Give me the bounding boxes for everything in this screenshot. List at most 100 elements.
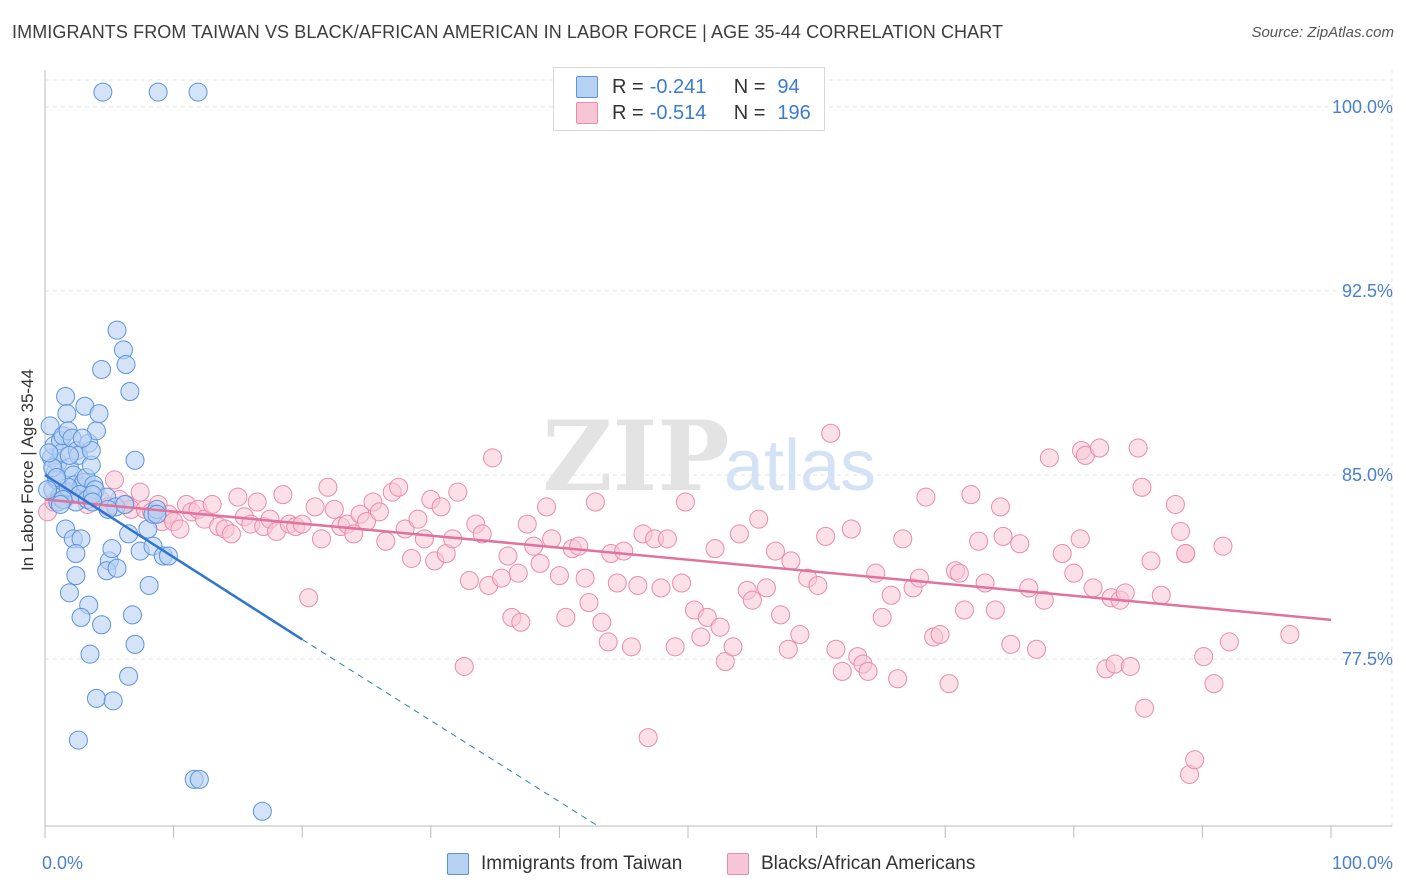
data-point-blacks bbox=[990, 497, 1010, 517]
data-point-taiwan bbox=[39, 443, 59, 463]
data-point-blacks bbox=[389, 477, 409, 497]
data-point-blacks bbox=[858, 661, 878, 681]
data-point-blacks bbox=[778, 639, 798, 659]
data-point-blacks bbox=[498, 546, 518, 566]
data-point-blacks bbox=[585, 492, 605, 512]
watermark-atlas: atlas bbox=[724, 426, 876, 506]
legend-swatch-blacks bbox=[576, 102, 598, 124]
data-point-taiwan bbox=[102, 539, 122, 559]
data-point-taiwan bbox=[119, 666, 139, 686]
series-blacks-points bbox=[38, 423, 1300, 784]
data-point-blacks bbox=[1151, 585, 1171, 605]
legend-label-taiwan: Immigrants from Taiwan bbox=[481, 853, 683, 874]
data-point-blacks bbox=[961, 485, 981, 505]
data-point-blacks bbox=[607, 573, 627, 593]
data-point-taiwan bbox=[59, 445, 79, 465]
data-point-taiwan bbox=[125, 450, 145, 470]
data-point-blacks bbox=[1052, 544, 1072, 564]
data-point-blacks bbox=[993, 526, 1013, 546]
trendline-taiwan-extension bbox=[301, 639, 599, 827]
legend-swatch-taiwan bbox=[447, 853, 469, 875]
data-point-blacks bbox=[821, 423, 841, 443]
data-point-blacks bbox=[969, 531, 989, 551]
legend-item-taiwan[interactable]: Immigrants from Taiwan bbox=[447, 851, 682, 877]
data-point-taiwan bbox=[86, 688, 106, 708]
data-point-taiwan bbox=[107, 320, 127, 340]
data-point-blacks bbox=[1019, 578, 1039, 598]
data-point-blacks bbox=[841, 519, 861, 539]
data-point-blacks bbox=[408, 509, 428, 529]
data-point-blacks bbox=[1083, 578, 1103, 598]
data-point-blacks bbox=[592, 612, 612, 632]
data-point-taiwan bbox=[189, 769, 209, 789]
data-point-blacks bbox=[1165, 494, 1185, 514]
data-point-blacks bbox=[1001, 634, 1021, 654]
data-point-taiwan bbox=[66, 566, 86, 586]
data-point-blacks bbox=[1280, 625, 1300, 645]
data-point-blacks bbox=[808, 575, 828, 595]
data-point-blacks bbox=[665, 637, 685, 657]
data-point-blacks bbox=[949, 563, 969, 583]
data-point-taiwan bbox=[93, 82, 113, 102]
data-point-blacks bbox=[130, 482, 150, 502]
data-point-blacks bbox=[1010, 534, 1030, 554]
data-point-blacks bbox=[311, 529, 331, 549]
data-point-taiwan bbox=[115, 494, 135, 514]
data-point-blacks bbox=[742, 590, 762, 610]
data-point-blacks bbox=[104, 470, 124, 490]
data-point-blacks bbox=[414, 529, 434, 549]
x-tick-label-max: 100.0% bbox=[1332, 853, 1393, 873]
data-point-taiwan bbox=[116, 355, 136, 375]
data-point-blacks bbox=[530, 553, 550, 573]
legend-n-label: N = bbox=[733, 101, 766, 124]
data-point-blacks bbox=[511, 612, 531, 632]
data-point-blacks bbox=[273, 485, 293, 505]
legend-item-blacks[interactable]: Blacks/African Americans bbox=[727, 851, 975, 877]
y-axis-label: In Labor Force | Age 35-44 bbox=[18, 369, 37, 571]
data-point-taiwan bbox=[188, 82, 208, 102]
data-point-blacks bbox=[651, 578, 671, 598]
data-point-blacks bbox=[638, 728, 658, 748]
data-point-blacks bbox=[1176, 544, 1196, 564]
data-point-blacks bbox=[675, 492, 695, 512]
data-point-blacks bbox=[1185, 750, 1205, 770]
data-point-taiwan bbox=[107, 558, 127, 578]
data-point-blacks bbox=[749, 509, 769, 529]
data-point-blacks bbox=[710, 617, 730, 637]
data-point-blacks bbox=[756, 578, 776, 598]
data-point-blacks bbox=[729, 524, 749, 544]
data-point-taiwan bbox=[66, 544, 86, 564]
data-point-blacks bbox=[1070, 529, 1090, 549]
data-point-blacks bbox=[697, 607, 717, 627]
data-point-blacks bbox=[305, 497, 325, 517]
data-point-blacks bbox=[832, 661, 852, 681]
data-point-blacks bbox=[483, 448, 503, 468]
data-point-taiwan bbox=[120, 382, 140, 402]
data-point-blacks bbox=[508, 563, 528, 583]
data-point-blacks bbox=[431, 497, 451, 517]
data-point-blacks bbox=[1132, 477, 1152, 497]
data-point-blacks bbox=[369, 502, 389, 522]
data-point-blacks bbox=[1204, 674, 1224, 694]
data-point-taiwan bbox=[71, 607, 91, 627]
data-point-blacks bbox=[1213, 536, 1233, 556]
data-point-blacks bbox=[723, 637, 743, 657]
data-point-blacks bbox=[1141, 551, 1161, 571]
data-point-blacks bbox=[1039, 448, 1059, 468]
legend-r-label: R = bbox=[612, 75, 644, 98]
data-point-blacks bbox=[765, 541, 785, 561]
data-point-taiwan bbox=[72, 428, 92, 448]
source-label: Source: ZipAtlas.com bbox=[1251, 24, 1394, 41]
data-point-blacks bbox=[614, 541, 634, 561]
data-point-blacks bbox=[448, 482, 468, 502]
legend-r-label: R = bbox=[612, 101, 644, 124]
data-point-taiwan bbox=[57, 404, 77, 424]
legend-row-blacks: R = -0.514 N = 196 bbox=[576, 102, 811, 124]
data-point-taiwan bbox=[80, 644, 100, 664]
data-point-blacks bbox=[1064, 563, 1084, 583]
data-point-blacks bbox=[1120, 656, 1140, 676]
data-point-blacks bbox=[537, 497, 557, 517]
data-point-blacks bbox=[569, 536, 589, 556]
data-point-blacks bbox=[893, 529, 913, 549]
